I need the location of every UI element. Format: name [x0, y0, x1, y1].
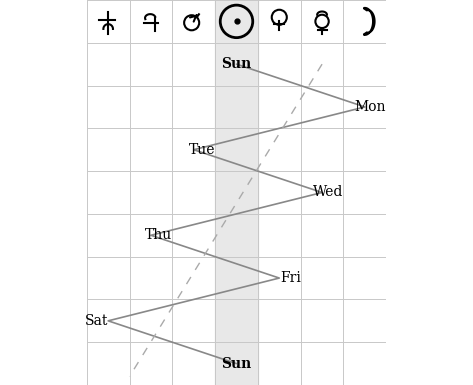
Text: Mon: Mon	[355, 100, 386, 114]
Text: Fri: Fri	[280, 271, 301, 285]
Bar	[215, 0, 258, 385]
Text: Wed: Wed	[313, 186, 343, 199]
Text: Sun: Sun	[221, 57, 252, 71]
Text: Thu: Thu	[145, 228, 172, 242]
Text: Tue: Tue	[189, 143, 215, 157]
Text: Sat: Sat	[85, 314, 108, 328]
Text: Sun: Sun	[221, 357, 252, 371]
